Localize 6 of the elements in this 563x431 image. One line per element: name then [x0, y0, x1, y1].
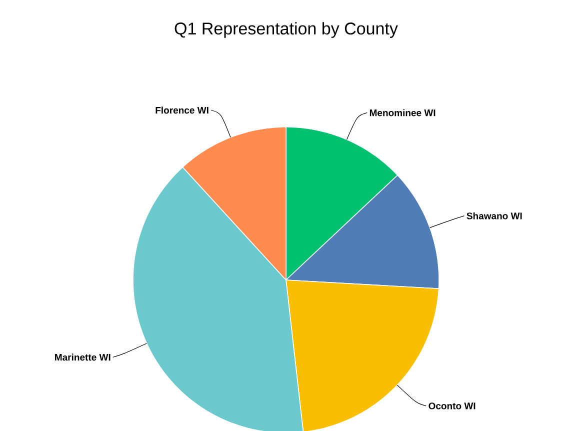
slice-label: Florence WI	[156, 106, 208, 114]
slice-label: Oconto WI	[428, 402, 476, 410]
slice-label: Marinette WI	[55, 354, 110, 361]
slice-label: Shawano WI	[466, 212, 522, 220]
slice-label: Menominee WI	[370, 109, 436, 116]
chart-title: Q1 Representation by County	[174, 22, 398, 38]
